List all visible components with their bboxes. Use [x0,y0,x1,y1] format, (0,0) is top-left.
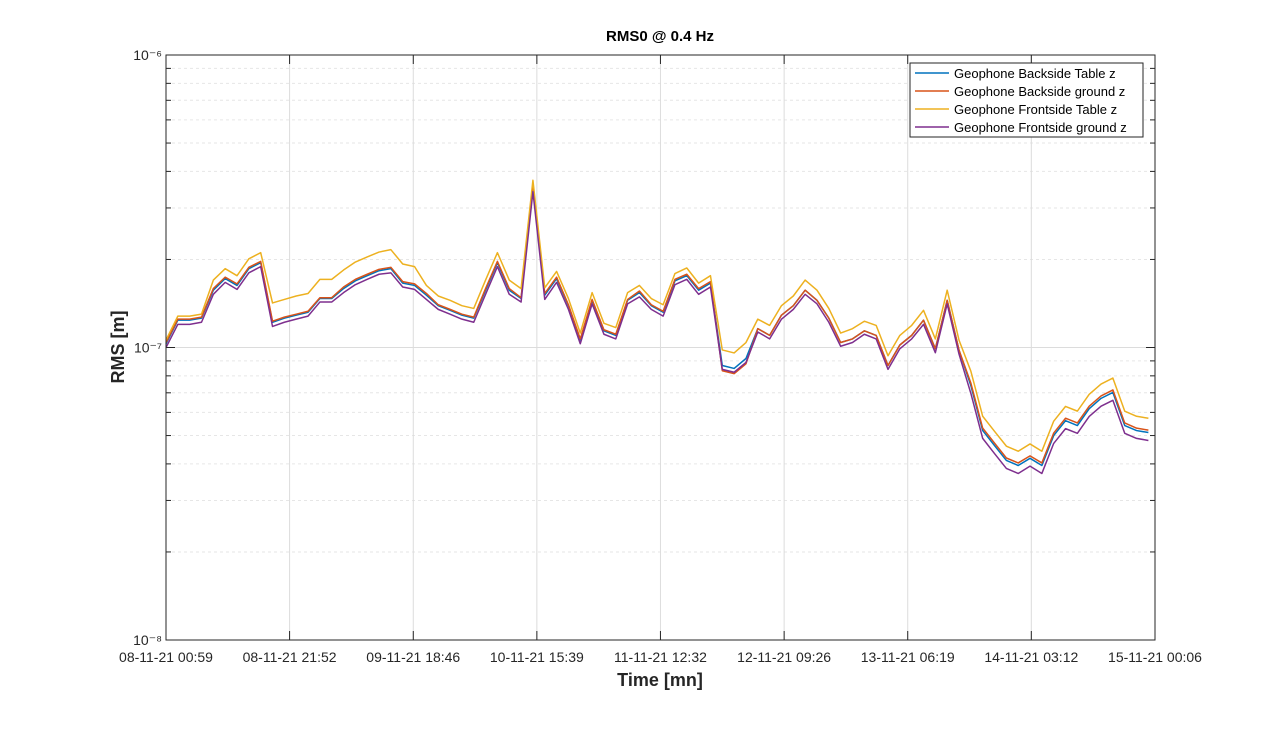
legend-label: Geophone Backside ground z [954,84,1125,99]
legend-label: Geophone Backside Table z [954,66,1116,81]
data-line [165,190,1149,475]
x-axis-label: Time [mn] [617,670,703,690]
data-line [165,179,1149,452]
x-tick-label: 09-11-21 18:46 [366,649,460,665]
chart-title: RMS0 @ 0.4 Hz [606,28,714,45]
y-axis-label: RMS [m] [108,311,128,384]
data-line [165,186,1149,467]
x-tick-label: 13-11-21 06:19 [861,649,955,665]
axes-box [165,54,1156,641]
y-tick-label: 10⁻⁸ [133,632,162,648]
x-tick-label: 12-11-21 09:26 [737,649,831,665]
x-tick-label: 15-11-21 00:06 [1108,649,1202,665]
legend-box [909,62,1144,138]
data-line [165,185,1149,464]
x-tick-label: 11-11-21 12:32 [614,649,707,665]
y-tick-label: 10⁻⁷ [134,340,162,356]
y-tick-label: 10⁻⁶ [133,47,162,63]
x-tick-label: 08-11-21 00:59 [119,649,213,665]
legend-label: Geophone Frontside Table z [954,102,1117,117]
x-tick-label: 14-11-21 03:12 [984,649,1078,665]
legend-label: Geophone Frontside ground z [954,120,1127,135]
x-tick-label: 10-11-21 15:39 [490,649,584,665]
x-tick-label: 08-11-21 21:52 [243,649,337,665]
